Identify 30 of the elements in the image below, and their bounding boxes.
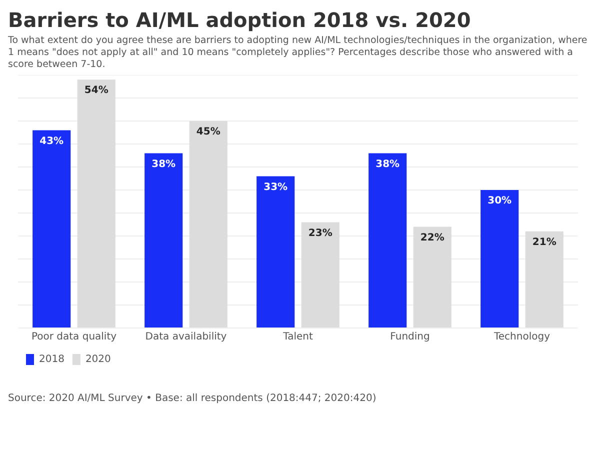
- chart-title: Barriers to AI/ML adoption 2018 vs. 2020: [8, 8, 472, 32]
- x-tick-label: Data availability: [145, 331, 227, 342]
- bar: [480, 190, 519, 328]
- x-tick-label: Poor data quality: [31, 331, 117, 342]
- data-label: 21%: [532, 236, 556, 248]
- bar: [144, 152, 183, 328]
- data-label: 54%: [84, 84, 108, 96]
- bar: [525, 231, 564, 328]
- data-label: 38%: [376, 158, 400, 170]
- bar: [256, 176, 295, 328]
- x-tick-label: Technology: [492, 331, 550, 342]
- legend-label: 2020: [85, 354, 111, 365]
- source-note: Source: 2020 AI/ML Survey • Base: all respondents (2018:447; 2020:420): [8, 392, 378, 404]
- x-tick-label: Talent: [282, 331, 313, 342]
- bar: [301, 222, 340, 328]
- data-label: 22%: [420, 232, 444, 244]
- bar: [77, 79, 116, 328]
- chart-subtitle: To what extent do you agree these are barriers to adopting new AI/ML technologies/techniques in the organization, where 1 means "does not apply at all" and 10 means "completely applies"? Percentages describe those who answered with a score between 7-10.: [8, 35, 588, 71]
- data-label: 33%: [264, 181, 288, 192]
- data-label: 38%: [152, 158, 176, 170]
- data-label: 43%: [40, 135, 64, 146]
- x-tick-label: Funding: [390, 331, 430, 342]
- bar: [368, 152, 407, 328]
- bar: [189, 120, 228, 328]
- legend-label: 2018: [39, 354, 64, 365]
- data-label: 23%: [308, 227, 332, 238]
- data-label: 30%: [488, 195, 512, 206]
- data-label: 45%: [196, 126, 220, 138]
- bar: [32, 130, 71, 328]
- bar: [413, 226, 452, 328]
